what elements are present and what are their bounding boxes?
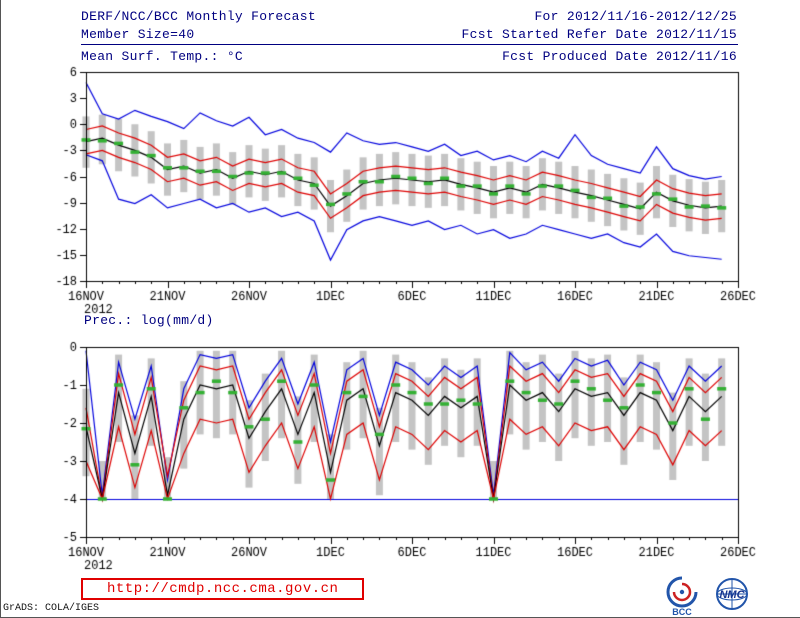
nmc-logo: NMC <box>716 578 748 610</box>
nmc-logo-label: NMC <box>719 589 745 601</box>
source-url: http://cmdp.ncc.cma.gov.cn <box>81 578 365 600</box>
grads-credit: GrADS: COLA/IGES <box>3 603 100 614</box>
bcc-logo: BCC <box>666 576 698 617</box>
bcc-logo-label: BCC <box>672 607 692 617</box>
agency-logos: BCC NMC <box>664 575 752 617</box>
precip-chart-title: Prec.: log(mm/d) <box>84 313 214 328</box>
